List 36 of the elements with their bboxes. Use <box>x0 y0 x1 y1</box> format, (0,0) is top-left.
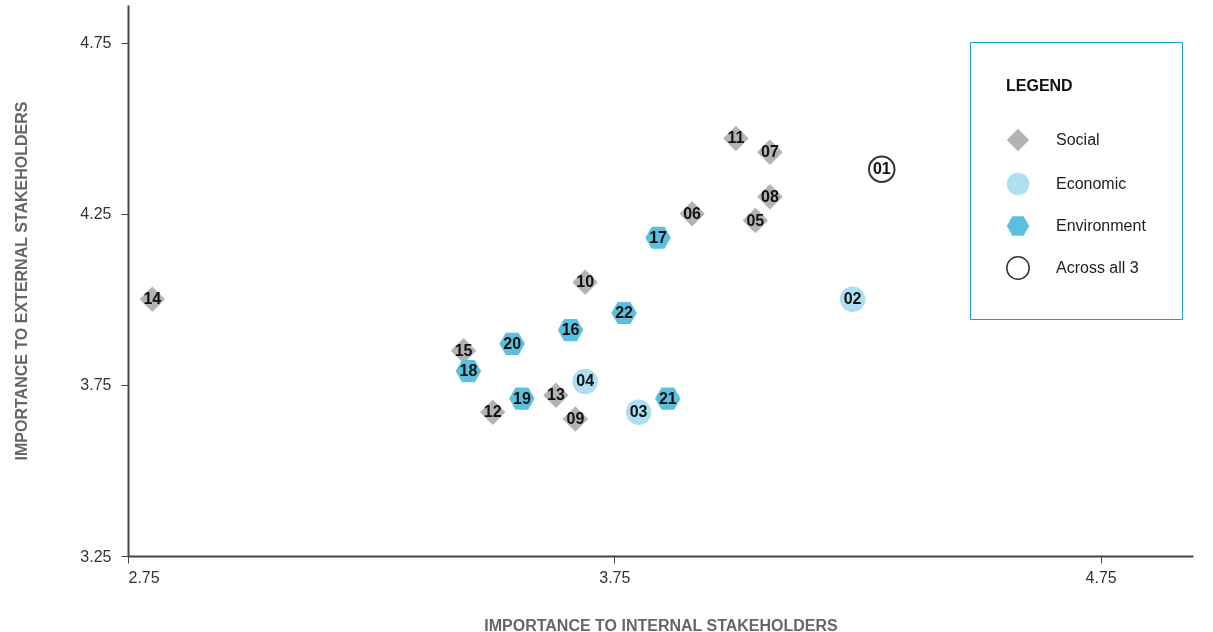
annotation: 14 <box>143 290 162 308</box>
legend-label: Social <box>1056 131 1100 148</box>
legend-title: LEGEND <box>1006 77 1073 94</box>
x-tick-label: 2.75 <box>128 568 160 586</box>
annotation: 09 <box>566 410 585 428</box>
y-tick-label: 3.75 <box>80 376 112 394</box>
annotation: 17 <box>649 228 668 246</box>
annotation: 06 <box>683 204 702 222</box>
legend-label: Environment <box>1056 217 1147 234</box>
annotation: 15 <box>454 341 473 359</box>
annotation: 16 <box>561 321 580 339</box>
annotation: 19 <box>513 389 531 407</box>
y-axis-title: IMPORTANCE TO EXTERNAL STAKEHOLDERS <box>13 101 31 461</box>
y-tick-label: 3.25 <box>80 547 112 565</box>
annotation: 03 <box>629 403 648 421</box>
annotation: 01 <box>872 160 891 178</box>
y-tick-label: 4.25 <box>80 205 112 223</box>
annotation: 13 <box>547 386 565 404</box>
annotation: 10 <box>576 273 595 291</box>
legend-label: Economic <box>1056 175 1127 192</box>
annotation: 11 <box>727 129 745 147</box>
annotation: 07 <box>761 143 779 161</box>
x-tick-label: 4.75 <box>1085 568 1117 586</box>
legend-label: Across all 3 <box>1056 259 1139 276</box>
x-tick-label: 3.75 <box>599 568 631 586</box>
annotation: 02 <box>843 290 862 308</box>
annotation: 21 <box>658 389 677 407</box>
y-tick-label: 4.75 <box>80 34 112 52</box>
annotation: 20 <box>503 334 522 352</box>
annotation: 22 <box>615 304 634 322</box>
annotation: 04 <box>576 372 595 390</box>
annotation: 18 <box>459 362 478 380</box>
x-axis-title: IMPORTANCE TO INTERNAL STAKEHOLDERS <box>484 616 839 632</box>
annotation: 05 <box>746 211 765 229</box>
annotation: 08 <box>761 187 779 205</box>
annotation: 12 <box>483 403 502 421</box>
